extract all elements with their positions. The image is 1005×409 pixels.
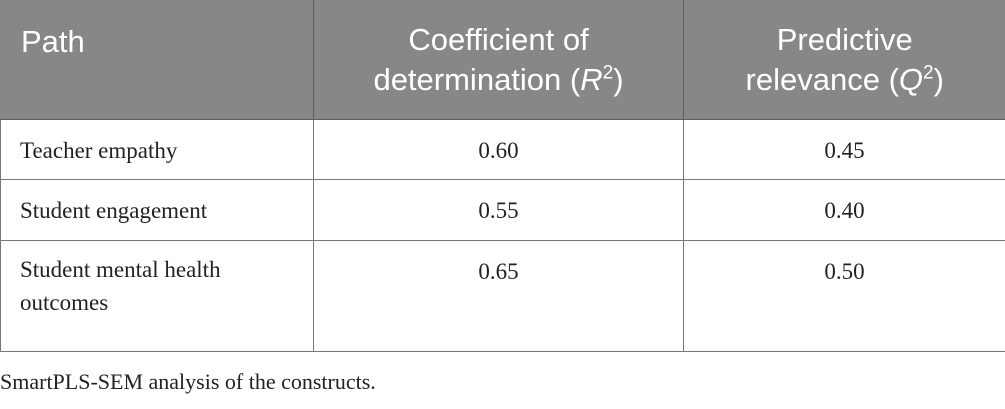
cell-path: Student mental health outcomes: [0, 240, 314, 352]
cell-r2: 0.65: [313, 240, 684, 352]
table-row: Student engagement 0.55 0.40: [0, 179, 1005, 241]
header-r2: Coefficient of determination (R2): [313, 0, 684, 120]
header-q2-prefix: Predictive relevance (: [745, 21, 913, 97]
header-q2-symbol: Q: [898, 61, 924, 97]
header-path: Path: [0, 0, 314, 120]
cell-r2: 0.60: [313, 119, 684, 180]
cell-path-text: Student mental health outcomes: [20, 257, 221, 315]
header-q2: Predictive relevance (Q2): [683, 0, 1005, 120]
header-q2-sup: 2: [923, 62, 934, 84]
header-r2-suffix: ): [613, 61, 624, 97]
results-table: Path Coefficient of determination (R2) P…: [0, 0, 1005, 352]
table-footnote: SmartPLS-SEM analysis of the constructs.: [0, 369, 376, 394]
cell-q2: 0.40: [683, 179, 1005, 241]
cell-path: Teacher empathy: [0, 119, 314, 180]
table-row: Teacher empathy 0.60 0.45: [0, 119, 1005, 180]
cell-q2: 0.45: [683, 119, 1005, 180]
cell-q2: 0.50: [683, 240, 1005, 352]
results-table-container: Path Coefficient of determination (R2) P…: [0, 0, 1005, 352]
header-r2-prefix: Coefficient of determination (: [373, 21, 589, 97]
header-r2-symbol: R: [580, 61, 603, 97]
header-q2-suffix: ): [933, 61, 944, 97]
cell-path: Student engagement: [0, 179, 314, 241]
cell-r2: 0.55: [313, 179, 684, 241]
header-r2-sup: 2: [602, 62, 614, 84]
table-row: Student mental health outcomes 0.65 0.50: [0, 240, 1005, 352]
table-header-row: Path Coefficient of determination (R2) P…: [0, 0, 1005, 120]
